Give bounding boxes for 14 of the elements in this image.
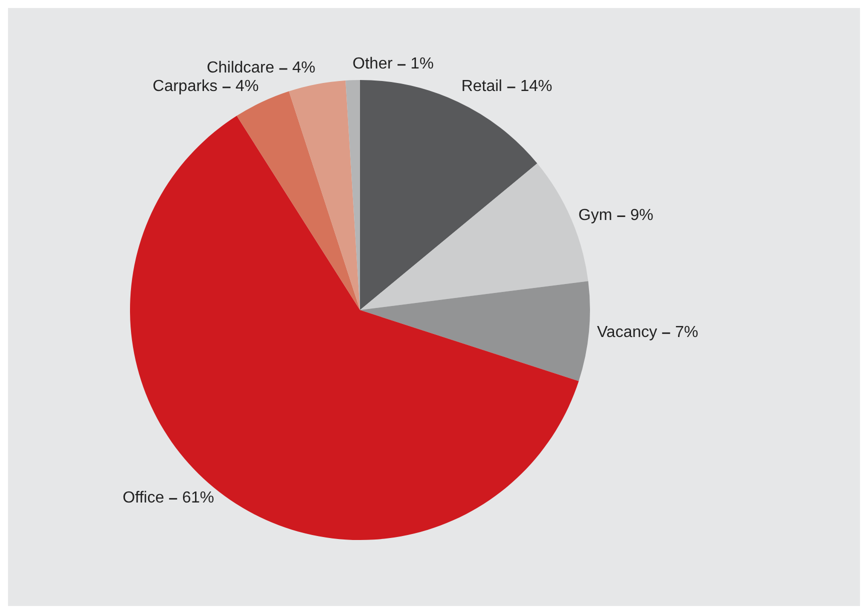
slice-label: Office [122, 489, 164, 506]
data-label: 7% [675, 324, 698, 341]
data-label: 14% [520, 78, 552, 96]
slice-label: Gym [578, 206, 612, 224]
slice-label: Vacancy [596, 324, 658, 341]
data-label: 1% [410, 56, 434, 73]
data-label: 4% [236, 78, 259, 96]
slice-label: Carparks [152, 78, 218, 96]
data-label: 61% [182, 489, 214, 506]
slice-label: Childcare [206, 60, 274, 77]
data-label: 4% [292, 60, 316, 77]
slice-label: Retail [461, 78, 502, 96]
slice-label: Other [352, 56, 394, 73]
data-label: 9% [630, 206, 654, 224]
